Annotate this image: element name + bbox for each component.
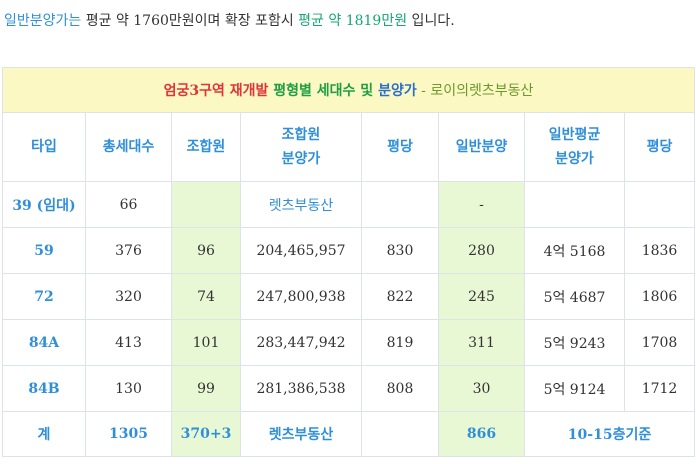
cell-pyeong-general: 1712 — [623, 365, 696, 412]
cell-general-price: 5억 9124 — [524, 365, 625, 412]
header-type: 타입 — [2, 112, 86, 182]
cell-member: 99 — [171, 365, 241, 412]
intro-highlight-average: 평균 약 1819만원 — [298, 13, 408, 29]
table-row: 59 376 96 204,465,957 830 280 4억 5168 18… — [2, 227, 696, 274]
cell-pyeong-member: 822 — [361, 273, 439, 320]
header-general-avg-line1: 일반평균 — [548, 127, 601, 143]
cell-member: 96 — [171, 227, 241, 274]
total-member: 370+3 — [171, 411, 241, 457]
title-units: 평형별 세대수 및 — [268, 83, 374, 99]
cell-general-price: 4억 5168 — [524, 227, 625, 274]
table-row: 39 (임대) 66 렛츠부동산 - — [2, 181, 696, 228]
cell-pyeong-general — [623, 181, 696, 228]
table-row: 84A 413 101 283,447,942 819 311 5억 9243 … — [2, 319, 696, 366]
cell-pyeong-member: 808 — [361, 365, 439, 412]
intro-tail: 입니다. — [407, 13, 455, 29]
cell-pyeong-general: 1806 — [623, 273, 696, 320]
total-general: 866 — [438, 411, 525, 457]
total-label: 계 — [2, 411, 86, 457]
total-pyeong-member — [361, 411, 439, 457]
total-units: 1305 — [85, 411, 172, 457]
intro-text: 평균 약 1760만원이며 확장 포함시 — [81, 13, 299, 29]
cell-pyeong-general: 1836 — [623, 227, 696, 274]
cell-type: 84A — [2, 319, 86, 366]
cell-general: - — [438, 181, 525, 228]
cell-member-price: 204,465,957 — [240, 227, 362, 274]
cell-total: 320 — [85, 273, 172, 320]
cell-member-price: 렛츠부동산 — [240, 181, 362, 228]
cell-pyeong-member — [361, 181, 439, 228]
cell-type: 72 — [2, 273, 86, 320]
cell-member-price: 247,800,938 — [240, 273, 362, 320]
cell-type: 84B — [2, 365, 86, 412]
cell-pyeong-member: 819 — [361, 319, 439, 366]
cell-general-price: 5억 9243 — [524, 319, 625, 366]
table-title: 엄궁3구역 재개발 평형별 세대수 및 분양가 - 로이의렛츠부동산 — [1, 67, 696, 113]
header-member-price-line2: 분양가 — [281, 151, 321, 167]
header-pyeong-member: 평당 — [361, 112, 439, 182]
cell-member-price: 281,386,538 — [240, 365, 362, 412]
cell-general: 245 — [438, 273, 525, 320]
total-note: 10-15층기준 — [523, 411, 696, 457]
header-member-price-line1: 조합원 — [281, 127, 321, 143]
cell-general-price: 5억 4687 — [524, 273, 625, 320]
cell-general: 280 — [438, 227, 525, 274]
cell-type: 39 (임대) — [2, 181, 86, 228]
cell-type: 59 — [2, 227, 86, 274]
header-pyeong-general: 평당 — [623, 112, 696, 182]
header-total-units: 총세대수 — [85, 112, 172, 182]
title-district: 엄궁3구역 재개발 — [163, 83, 269, 99]
table-row: 72 320 74 247,800,938 822 245 5억 4687 18… — [2, 273, 696, 320]
cell-general: 311 — [438, 319, 525, 366]
intro-sentence: 일반분양가는 평균 약 1760만원이며 확장 포함시 평균 약 1819만원 … — [4, 10, 455, 32]
title-source: - 로이의렛츠부동산 — [416, 83, 534, 99]
cell-member: 74 — [171, 273, 241, 320]
cell-total: 376 — [85, 227, 172, 274]
table-row: 84B 130 99 281,386,538 808 30 5억 9124 17… — [2, 365, 696, 412]
total-member-price: 렛츠부동산 — [240, 411, 362, 457]
price-table: 엄궁3구역 재개발 평형별 세대수 및 분양가 - 로이의렛츠부동산 타입 총세… — [1, 67, 696, 457]
cell-general-price — [524, 181, 625, 228]
cell-member-price: 283,447,942 — [240, 319, 362, 366]
intro-highlight-general: 일반분양가는 — [4, 13, 82, 29]
cell-total: 413 — [85, 319, 172, 366]
title-price: 분양가 — [373, 83, 417, 99]
cell-general: 30 — [438, 365, 525, 412]
cell-pyeong-general: 1708 — [623, 319, 696, 366]
cell-total: 66 — [85, 181, 172, 228]
cell-member — [171, 181, 241, 228]
header-general-avg-line2: 분양가 — [555, 151, 594, 167]
header-member: 조합원 — [171, 112, 241, 182]
cell-member: 101 — [171, 319, 241, 366]
cell-pyeong-member: 830 — [361, 227, 439, 274]
header-general: 일반분양 — [438, 112, 525, 182]
total-row: 계 1305 370+3 렛츠부동산 866 10-15층기준 — [2, 411, 696, 457]
cell-total: 130 — [85, 365, 172, 412]
